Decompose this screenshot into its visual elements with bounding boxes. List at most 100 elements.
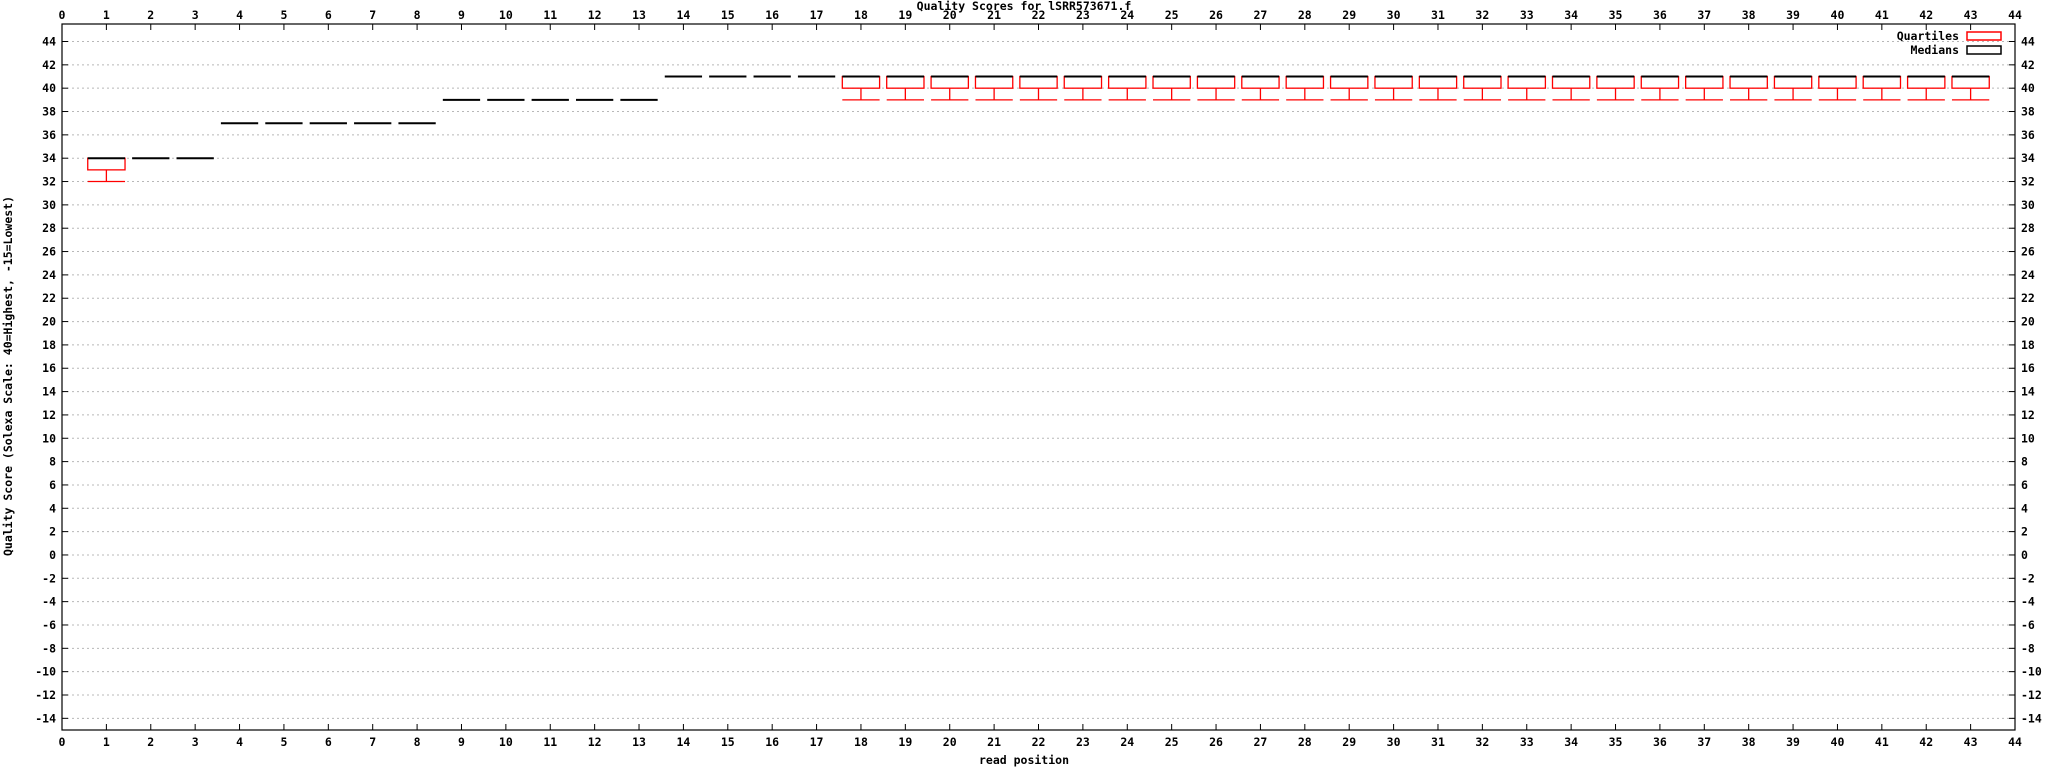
- x-tick-label: 2: [147, 735, 154, 749]
- y-tick-label: 0: [2021, 548, 2028, 562]
- x-tick-label: 19: [898, 735, 912, 749]
- quartile-box: [1862, 75, 1902, 89]
- box-plot-position: [1640, 75, 1680, 101]
- quartile-box: [1773, 75, 1813, 89]
- quartile-box: [1063, 75, 1103, 89]
- quartile-box: [841, 75, 881, 89]
- y-tick-label: 0: [49, 548, 56, 562]
- x-tick-label: 6: [325, 8, 332, 22]
- x-tick-label: 44: [2008, 8, 2022, 22]
- y-tick-label: 18: [42, 338, 56, 352]
- x-tick-label: 3: [192, 735, 199, 749]
- x-tick-label: 44: [2008, 735, 2022, 749]
- x-tick-label: 18: [854, 8, 868, 22]
- y-tick-label: -12: [2021, 688, 2042, 702]
- x-tick-label: 7: [369, 735, 376, 749]
- x-axis-label: read position: [979, 753, 1069, 767]
- x-tick-label: 0: [59, 8, 66, 22]
- y-tick-label: -14: [2021, 711, 2042, 725]
- x-tick-label: 43: [1964, 8, 1978, 22]
- y-tick-label: 2: [2021, 525, 2028, 539]
- quartile-box: [87, 157, 126, 171]
- plot-frame: [61, 23, 2016, 731]
- quartile-box: [1019, 75, 1058, 89]
- x-tick-label: 11: [543, 735, 557, 749]
- y-tick-label: 32: [42, 175, 56, 189]
- x-tick-label: 36: [1653, 8, 1667, 22]
- quartile-box: [886, 75, 925, 89]
- x-tick-label: 4: [236, 735, 243, 749]
- y-tick-label: 22: [2021, 291, 2035, 305]
- x-tick-label: 42: [1919, 8, 1933, 22]
- x-tick-label: 41: [1875, 8, 1889, 22]
- y-tick-label: 4: [49, 501, 56, 515]
- legend-label: Medians: [1911, 43, 1959, 57]
- x-tick-label: 38: [1742, 735, 1756, 749]
- y-tick-label: 10: [2021, 431, 2035, 445]
- y-tick-label: -8: [2021, 641, 2035, 655]
- y-tick-label: 6: [2021, 478, 2028, 492]
- x-tick-label: 25: [1165, 8, 1179, 22]
- x-tick-label: 41: [1875, 735, 1889, 749]
- y-tick-label: 40: [2021, 81, 2035, 95]
- y-tick-label: 22: [42, 291, 56, 305]
- y-tick-label: 40: [42, 81, 56, 95]
- y-tick-label: 26: [42, 245, 56, 259]
- y-tick-label: 38: [2021, 105, 2035, 119]
- x-tick-label: 18: [854, 735, 868, 749]
- box-plot-position: [1729, 75, 1768, 101]
- box-plot-position: [841, 75, 881, 101]
- y-tick-label: 4: [2021, 501, 2028, 515]
- box-plot-position: [1507, 75, 1547, 101]
- x-tick-label: 35: [1609, 735, 1623, 749]
- box-plot-position: [930, 75, 970, 101]
- y-tick-label: 42: [2021, 58, 2035, 72]
- legend-swatch: [1966, 31, 2002, 41]
- y-tick-label: 28: [42, 221, 56, 235]
- x-tick-label: 22: [1032, 735, 1046, 749]
- x-tick-label: 2: [147, 8, 154, 22]
- x-tick-label: 25: [1165, 735, 1179, 749]
- axes: -14 -14-12 -12-10 -10-8 -8-6 -6-4 -4-2 -20 02 24 4…: [35, 8, 2042, 749]
- x-tick-label: 15: [721, 735, 735, 749]
- quartile-box: [1596, 75, 1635, 89]
- box-plot-position: [974, 75, 1014, 101]
- x-tick-label: 37: [1697, 8, 1711, 22]
- x-tick-label: 10: [499, 8, 513, 22]
- x-tick-label: 22: [1032, 8, 1046, 22]
- quartile-box: [1329, 75, 1369, 89]
- x-tick-label: 33: [1520, 735, 1534, 749]
- y-tick-label: -2: [42, 571, 56, 585]
- chart-title: Quality Scores for lSRR573671.f: [917, 0, 1132, 13]
- box-plot-position: [1241, 75, 1280, 101]
- box-plot-position: [1329, 75, 1369, 101]
- y-axis-label: Quality Score (Solexa Scale: 40=Highest,…: [1, 196, 15, 556]
- x-tick-label: 26: [1209, 735, 1223, 749]
- x-tick-label: 40: [1831, 735, 1845, 749]
- box-plot-position: [1107, 75, 1147, 101]
- quartile-box: [1418, 75, 1458, 89]
- x-tick-label: 15: [721, 8, 735, 22]
- y-tick-label: 8: [2021, 455, 2028, 469]
- y-tick-label: 44: [42, 35, 56, 49]
- y-tick-label: 10: [42, 431, 56, 445]
- x-tick-label: 16: [765, 8, 779, 22]
- x-tick-label: 34: [1564, 8, 1578, 22]
- x-tick-label: 9: [458, 8, 465, 22]
- x-tick-label: 14: [676, 8, 690, 22]
- x-tick-label: 27: [1254, 735, 1268, 749]
- x-tick-label: 33: [1520, 8, 1534, 22]
- box-plot-position: [886, 75, 925, 101]
- x-tick-label: 4: [236, 8, 243, 22]
- x-tick-label: 38: [1742, 8, 1756, 22]
- quartile-box: [1551, 75, 1591, 89]
- y-tick-label: 12: [42, 408, 56, 422]
- box-plot-marks: [87, 75, 1990, 183]
- y-tick-label: 6: [49, 478, 56, 492]
- quartile-box: [1729, 75, 1768, 89]
- grid-lines: [62, 41, 2015, 719]
- x-tick-label: 21: [987, 735, 1001, 749]
- box-plot-position: [1951, 75, 1990, 101]
- box-plot-position: [1418, 75, 1458, 101]
- x-tick-label: 40: [1831, 8, 1845, 22]
